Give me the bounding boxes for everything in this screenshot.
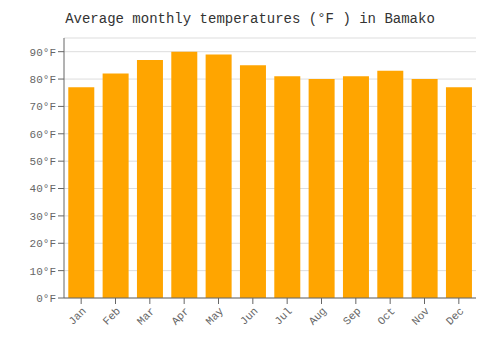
svg-text:60°F: 60°F [30,129,56,141]
svg-text:Dec: Dec [444,305,466,327]
html-text:Average monthly temperatures (: Average monthly temperatures (°F ) in Ba… [65,11,435,27]
svg-text:Jan: Jan [66,305,88,327]
svg-text:30°F: 30°F [30,211,56,223]
svg-text:80°F: 80°F [30,74,56,86]
svg-text:20°F: 20°F [30,238,56,250]
svg-text:50°F: 50°F [30,156,56,168]
svg-text:Jun: Jun [238,305,260,327]
svg-text:0°F: 0°F [36,293,56,305]
svg-text:10°F: 10°F [30,266,56,278]
svg-text:70°F: 70°F [30,101,56,113]
svg-text:Feb: Feb [101,305,123,327]
svg-text:May: May [204,305,227,328]
svg-text:Nov: Nov [410,305,433,328]
svg-text:Apr: Apr [169,305,191,327]
svg-text:Aug: Aug [307,305,329,327]
svg-text:Oct: Oct [375,305,397,327]
svg-text:40°F: 40°F [30,183,56,195]
svg-text:90°F: 90°F [30,47,56,59]
svg-text:Jul: Jul [272,305,294,327]
svg-text:Sep: Sep [341,305,363,327]
svg-text:Mar: Mar [135,305,157,327]
